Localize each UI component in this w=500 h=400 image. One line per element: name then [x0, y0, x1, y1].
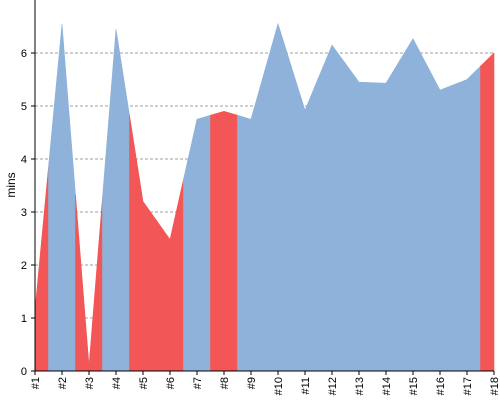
y-tick-label: 2: [21, 260, 27, 272]
x-tick-label: #15: [408, 377, 420, 395]
y-tick-label: 0: [21, 366, 27, 378]
area-segment-12: [318, 44, 346, 372]
x-tick-label: #12: [327, 377, 339, 395]
x-tick-label: #3: [84, 377, 96, 389]
axis-layer: 0 1 2 3 4 5 6 #1 #2 #3 #4 #5 #6 #7 #8 #9 #10 #11 #12 #13 #14…: [21, 0, 500, 395]
x-tick-label: #5: [138, 377, 150, 389]
y-axis-title: mins: [4, 172, 18, 197]
area-segment-11: [291, 66, 319, 372]
y-tick-label: 4: [21, 154, 27, 166]
x-tick-label: #17: [462, 377, 474, 395]
area-segment-10: [264, 22, 292, 372]
x-tick-label: #11: [300, 377, 312, 395]
y-tick-label: 6: [21, 48, 27, 60]
area-segment-15: [399, 38, 427, 372]
x-tick-label: #14: [381, 377, 393, 395]
area-segment-7: [183, 114, 211, 372]
x-tick-label: #16: [435, 377, 447, 395]
area-segment-9: [237, 71, 265, 372]
area-segment-5: [129, 115, 157, 372]
area-segment-18: [480, 52, 495, 372]
x-tick-label: #7: [192, 377, 204, 389]
area-segment-3: [75, 194, 103, 372]
x-tick-label: #6: [165, 377, 177, 389]
x-tick-label: #18: [489, 377, 500, 395]
x-tick-label: #10: [273, 377, 285, 395]
x-tick-label: #13: [354, 377, 366, 395]
x-tick-label: #9: [246, 377, 258, 389]
y-tick-label: 3: [21, 207, 27, 219]
area-segment-8: [210, 110, 238, 372]
area-segment-4: [102, 29, 130, 372]
area-segment-1: [34, 166, 49, 372]
x-tick-label: #4: [111, 377, 123, 389]
y-tick-label: 1: [21, 313, 27, 325]
area-segment-2: [48, 23, 76, 372]
y-tick-label: 5: [21, 101, 27, 113]
area-layer: [34, 22, 495, 372]
area-segment-6: [156, 179, 184, 372]
x-tick-label: #8: [219, 377, 231, 389]
area-segment-16: [426, 64, 454, 372]
x-tick-label: #2: [57, 377, 69, 389]
area-segment-17: [453, 65, 481, 372]
area-segment-14: [372, 59, 400, 372]
x-tick-label: #1: [30, 377, 42, 389]
area-segment-13: [345, 62, 373, 372]
